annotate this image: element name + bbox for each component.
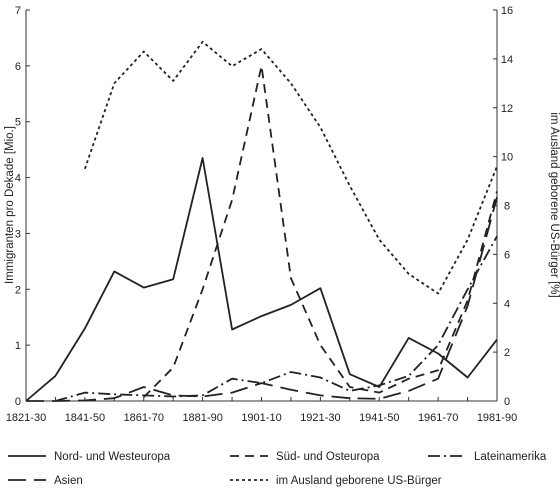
left-tick-label: 5 bbox=[15, 117, 21, 129]
left-tick-label: 7 bbox=[15, 5, 21, 17]
x-tick-label: 1841-50 bbox=[65, 412, 105, 424]
x-tick-label: 1901-10 bbox=[241, 412, 281, 424]
left-tick-label: 6 bbox=[15, 61, 21, 73]
right-axis-title: im Ausland geborene US-Bürger [%] bbox=[548, 112, 560, 297]
right-tick-label: 4 bbox=[504, 298, 510, 310]
legend-label-2: Lateinamerika bbox=[474, 451, 547, 463]
legend: Nord- und Westeuropa Süd- und Osteuropa La… bbox=[8, 451, 547, 487]
right-tick-label: 6 bbox=[504, 249, 510, 261]
series-line-1 bbox=[143, 65, 498, 398]
right-tick-label: 14 bbox=[501, 54, 513, 66]
series-line-3 bbox=[26, 196, 498, 402]
right-tick-label: 12 bbox=[501, 103, 513, 115]
left-tick-label: 4 bbox=[15, 173, 21, 185]
x-tick-label: 1961-70 bbox=[418, 412, 458, 424]
left-y-ticks: 0 1 2 3 4 5 6 7 bbox=[15, 5, 30, 408]
right-y-ticks: 0 2 4 6 8 10 12 14 16 bbox=[493, 5, 513, 408]
x-tick-label: 1821-30 bbox=[6, 412, 46, 424]
right-tick-label: 10 bbox=[501, 152, 513, 164]
legend-label-3: Asien bbox=[54, 475, 83, 487]
series-lines bbox=[25, 40, 498, 402]
left-tick-label: 1 bbox=[15, 340, 21, 352]
x-tick-label: 1921-30 bbox=[300, 412, 340, 424]
x-tick-label: 1941-50 bbox=[359, 412, 399, 424]
x-tick-label: 1881-90 bbox=[182, 412, 222, 424]
x-ticks: 1821-30 1841-50 1861-70 1881-90 1901-10 1921-… bbox=[6, 397, 517, 424]
left-tick-label: 2 bbox=[15, 284, 21, 296]
left-tick-label: 3 bbox=[15, 228, 21, 240]
legend-label-4: im Ausland geborene US-Bürger bbox=[276, 475, 442, 487]
left-axis-title: Immigranten pro Dekade [Mio.] bbox=[4, 126, 16, 284]
right-tick-label: 2 bbox=[504, 347, 510, 359]
legend-label-0: Nord- und Westeuropa bbox=[54, 451, 171, 463]
left-tick-label: 0 bbox=[15, 396, 21, 408]
right-tick-label: 16 bbox=[501, 5, 513, 17]
series-line-4 bbox=[84, 40, 498, 295]
x-tick-label: 1861-70 bbox=[124, 412, 164, 424]
right-tick-label: 0 bbox=[504, 396, 510, 408]
legend-label-1: Süd- und Osteuropa bbox=[276, 451, 380, 463]
series-line-2 bbox=[55, 235, 498, 402]
x-tick-label: 1981-90 bbox=[477, 412, 517, 424]
right-tick-label: 8 bbox=[504, 201, 510, 213]
series-line-0 bbox=[25, 157, 498, 402]
